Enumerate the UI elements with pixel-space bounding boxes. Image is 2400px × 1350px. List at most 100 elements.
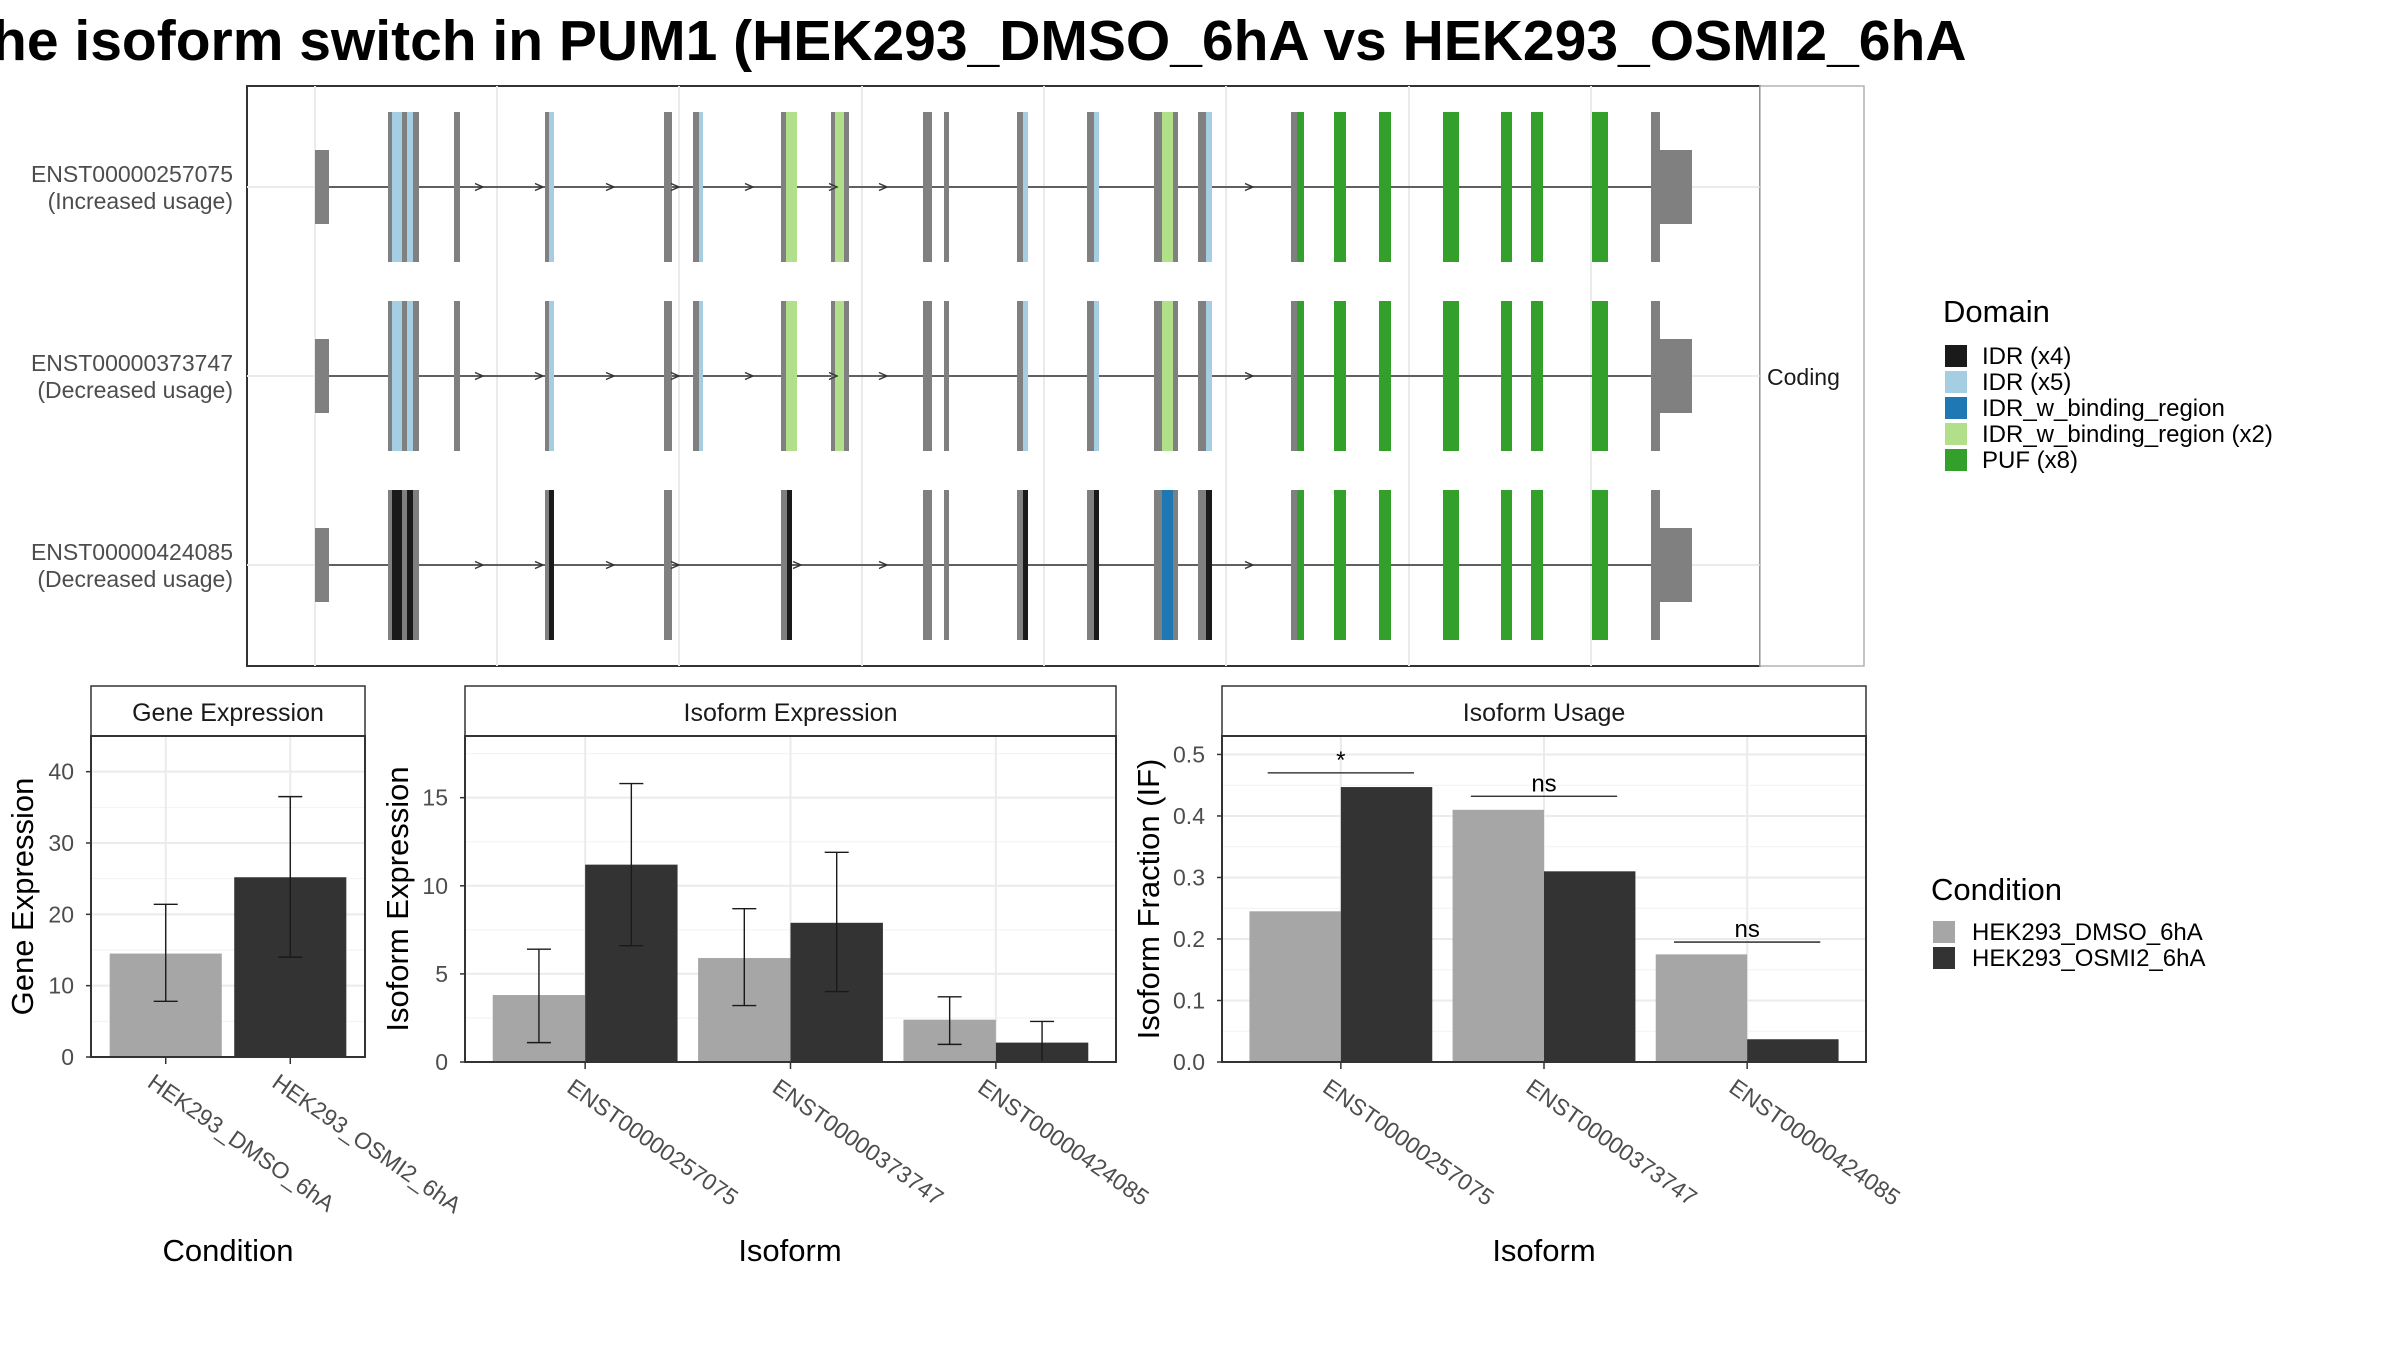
intron-arrow — [878, 371, 889, 381]
exon-block — [1206, 490, 1212, 640]
intron-arrow — [1244, 182, 1255, 192]
exon-block — [1501, 301, 1512, 451]
exon-block — [1154, 490, 1162, 640]
isoform-row-label: ENST00000373747 — [31, 350, 233, 376]
exon-block — [1592, 301, 1608, 451]
x-tick-label: ENST00000257075 — [563, 1074, 743, 1211]
domain-legend: Domain IDR (x4)IDR (x5)IDR_w_binding_reg… — [1943, 294, 2273, 474]
exon-block — [699, 112, 703, 262]
exon-block — [1162, 490, 1173, 640]
intron-arrow — [744, 371, 755, 381]
exon-block — [1162, 301, 1173, 451]
y-tick-label: 0.4 — [1173, 803, 1205, 829]
exon-block — [1154, 301, 1162, 451]
utr-block — [1658, 150, 1692, 224]
exon-block — [693, 301, 701, 451]
bar — [1452, 809, 1544, 1062]
panel-border — [1221, 735, 1867, 1063]
utr-block — [315, 339, 329, 413]
y-tick-label: 0.1 — [1173, 987, 1205, 1013]
panel-strip — [90, 685, 366, 737]
exon-block — [1531, 301, 1543, 451]
exon-block — [664, 112, 672, 262]
domain-legend-label: IDR_w_binding_region (x2) — [1982, 421, 2273, 448]
exon-block — [413, 490, 419, 640]
significance-label: ns — [1531, 770, 1556, 797]
exon-block — [1023, 112, 1028, 262]
y-tick-label: 0.5 — [1173, 741, 1205, 767]
exon-block — [1206, 112, 1212, 262]
exon-block — [402, 490, 407, 640]
structure-rows — [315, 112, 1692, 640]
isoform-usage-label: (Increased usage) — [48, 188, 233, 214]
exon-block — [1017, 112, 1023, 262]
domain-legend-key — [1945, 449, 1967, 471]
y-axis-title: Isoform Expression — [380, 766, 415, 1031]
coding-facet-label: Coding — [1767, 364, 1840, 390]
panel-strip-title: Gene Expression — [132, 699, 324, 727]
bar — [1340, 787, 1433, 1062]
intron-arrow — [792, 560, 803, 570]
intron-arrow — [605, 560, 616, 570]
y-tick-label: 0 — [61, 1044, 74, 1070]
exon-block — [664, 490, 672, 640]
bar — [1655, 954, 1748, 1062]
y-axis-title: Isoform Fraction (IF) — [1131, 759, 1166, 1040]
y-tick-label: 30 — [48, 830, 74, 856]
intron-arrow — [605, 182, 616, 192]
exon-block — [1501, 490, 1512, 640]
exon-block — [392, 490, 402, 640]
exon-block — [545, 112, 549, 262]
exon-block — [844, 301, 849, 451]
exon-block — [835, 112, 845, 262]
x-tick-label: ENST00000424085 — [1725, 1074, 1905, 1211]
exon-block — [1531, 112, 1543, 262]
exon-block — [407, 112, 413, 262]
intron-arrow — [878, 182, 889, 192]
exon-block — [388, 301, 393, 451]
x-tick-label: ENST00000424085 — [973, 1074, 1153, 1211]
exon-block — [944, 112, 949, 262]
exon-block — [402, 112, 407, 262]
y-tick-label: 10 — [422, 873, 448, 899]
intron-arrow — [474, 560, 485, 570]
exon-block — [1291, 301, 1297, 451]
condition-legend-label: HEK293_OSMI2_6hA — [1972, 945, 2205, 972]
domain-legend-label: IDR_w_binding_region — [1982, 395, 2225, 422]
exon-block — [944, 301, 949, 451]
exon-block — [392, 112, 402, 262]
utr-block — [315, 150, 329, 224]
domain-legend-label: PUF (x8) — [1982, 447, 2078, 474]
exon-block — [1094, 112, 1099, 262]
significance-label: ns — [1734, 916, 1759, 943]
isoform-structure-panel: ENST00000257075(Increased usage) ENST0000… — [31, 85, 1865, 667]
x-tick-label: ENST00000373747 — [1521, 1074, 1701, 1211]
y-tick-label: 5 — [435, 961, 448, 987]
utr-block — [315, 528, 329, 602]
exon-block — [1651, 112, 1660, 262]
exon-block — [835, 301, 845, 451]
exon-block — [923, 490, 932, 640]
intron-arrow — [474, 182, 485, 192]
exon-block — [1651, 301, 1660, 451]
intron-arrow — [605, 371, 616, 381]
isoform-usage-label: (Decreased usage) — [37, 566, 233, 592]
isoform-usage-chart: Isoform Usage 0.0 0.1 0.2 0.3 0.4 0.5 ENST00000… — [1131, 685, 1905, 1268]
intron-arrow — [828, 371, 839, 381]
intron-arrow — [534, 371, 545, 381]
exon-block — [402, 301, 407, 451]
exon-block — [1017, 490, 1023, 640]
exon-block — [1173, 112, 1178, 262]
y-axis-title: Gene Expression — [5, 778, 40, 1016]
coding-facet-strip — [1759, 85, 1865, 667]
condition-legend: Condition HEK293_DMSO_6hAHEK293_OSMI2_6h… — [1931, 872, 2205, 972]
exon-block — [831, 301, 837, 451]
exon-block — [1087, 301, 1094, 451]
figure-title: he isoform switch in PUM1 (HEK293_DMSO_6… — [0, 9, 1967, 73]
exon-block — [545, 490, 549, 640]
exon-block — [1198, 490, 1206, 640]
y-tick-label: 40 — [48, 759, 74, 785]
exon-block — [388, 490, 393, 640]
exon-block — [1297, 301, 1304, 451]
panel-border — [464, 735, 1117, 1063]
